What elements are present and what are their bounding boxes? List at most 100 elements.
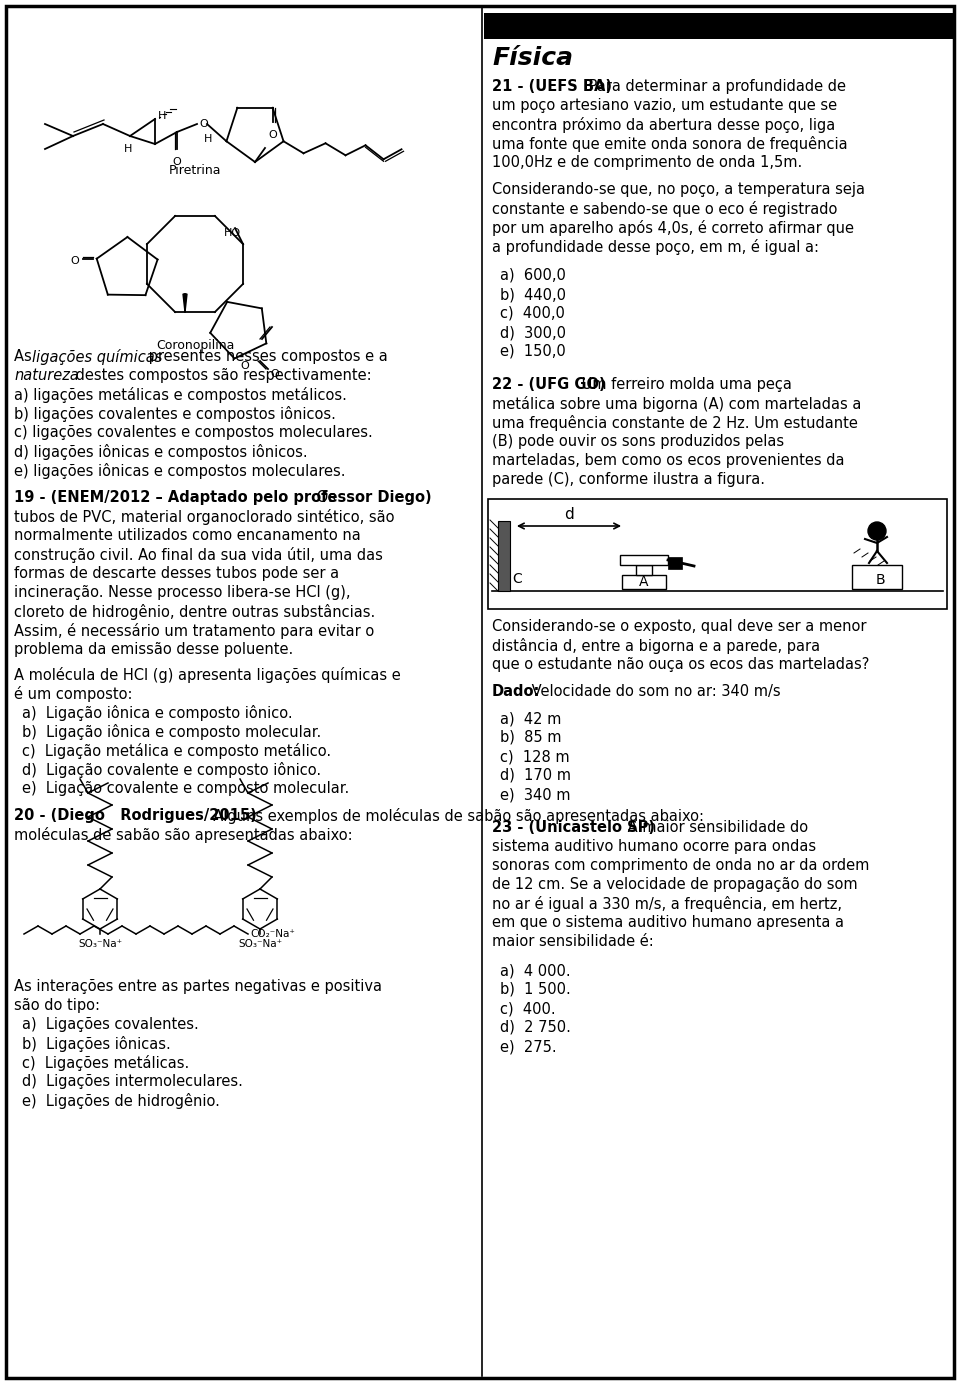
Text: a)  42 m: a) 42 m xyxy=(500,711,562,727)
Text: d) ligações iônicas e compostos iônicos.: d) ligações iônicas e compostos iônicos. xyxy=(14,444,307,459)
Text: a)  4 000.: a) 4 000. xyxy=(500,963,570,978)
Text: sonoras com comprimento de onda no ar da ordem: sonoras com comprimento de onda no ar da… xyxy=(492,858,870,873)
Text: normalmente utilizados como encanamento na: normalmente utilizados como encanamento … xyxy=(14,529,361,543)
Text: As: As xyxy=(14,349,36,364)
Text: 22 - (UFG GO): 22 - (UFG GO) xyxy=(492,376,606,392)
Text: é um composto:: é um composto: xyxy=(14,686,132,702)
Text: cloreto de hidrogênio, dentre outras substâncias.: cloreto de hidrogênio, dentre outras sub… xyxy=(14,603,375,620)
Text: formas de descarte desses tubos pode ser a: formas de descarte desses tubos pode ser… xyxy=(14,566,339,581)
Text: a)  600,0: a) 600,0 xyxy=(500,268,565,282)
Text: (B) pode ouvir os sons produzidos pelas: (B) pode ouvir os sons produzidos pelas xyxy=(492,435,784,448)
Text: a)  Ligação iônica e composto iônico.: a) Ligação iônica e composto iônico. xyxy=(22,704,293,721)
Text: SO₃⁻Na⁺: SO₃⁻Na⁺ xyxy=(238,938,282,949)
Text: d)  300,0: d) 300,0 xyxy=(500,325,566,340)
Text: encontra próximo da abertura desse poço, liga: encontra próximo da abertura desse poço,… xyxy=(492,118,835,133)
Text: e)  150,0: e) 150,0 xyxy=(500,345,565,358)
Text: em que o sistema auditivo humano apresenta a: em que o sistema auditivo humano apresen… xyxy=(492,915,844,930)
Text: Física: Física xyxy=(492,46,573,71)
Text: O: O xyxy=(268,130,277,140)
Text: A: A xyxy=(639,574,649,590)
Bar xyxy=(636,565,652,574)
Text: Alguns exemplos de moléculas de sabão são apresentadas abaixo:: Alguns exemplos de moléculas de sabão sã… xyxy=(204,808,704,823)
Bar xyxy=(622,574,666,590)
Text: d)  Ligação covalente e composto iônico.: d) Ligação covalente e composto iônico. xyxy=(22,763,322,778)
Text: a profundidade desse poço, em m, é igual a:: a profundidade desse poço, em m, é igual… xyxy=(492,239,819,255)
Text: CO₂⁻Na⁺: CO₂⁻Na⁺ xyxy=(250,929,295,938)
Text: O: O xyxy=(173,156,181,167)
Text: que o estudante não ouça os ecos das marteladas?: que o estudante não ouça os ecos das mar… xyxy=(492,657,870,673)
Text: d: d xyxy=(564,507,574,522)
Text: sistema auditivo humano ocorre para ondas: sistema auditivo humano ocorre para onda… xyxy=(492,839,816,854)
Bar xyxy=(620,555,668,565)
Text: c)  Ligação metálica e composto metálico.: c) Ligação metálica e composto metálico. xyxy=(22,743,331,758)
Text: 20 - (Diego   Rodrigues/2015): 20 - (Diego Rodrigues/2015) xyxy=(14,808,256,823)
Text: 19 - (ENEM/2012 – Adaptado pelo professor Diego): 19 - (ENEM/2012 – Adaptado pelo professo… xyxy=(14,490,432,505)
Text: C: C xyxy=(512,572,521,585)
Text: c)  400,0: c) 400,0 xyxy=(500,306,564,321)
Text: presentes nesses compostos e a: presentes nesses compostos e a xyxy=(144,349,388,364)
Text: Dado:: Dado: xyxy=(492,684,540,699)
Text: 23 - (Unicastelo SP): 23 - (Unicastelo SP) xyxy=(492,819,655,835)
Text: b)  440,0: b) 440,0 xyxy=(500,286,566,302)
Text: Assim, é necessário um tratamento para evitar o: Assim, é necessário um tratamento para e… xyxy=(14,623,374,639)
Text: tubos de PVC, material organoclorado sintético, são: tubos de PVC, material organoclorado sin… xyxy=(14,509,395,525)
Text: construção civil. Ao final da sua vida útil, uma das: construção civil. Ao final da sua vida ú… xyxy=(14,547,383,563)
Text: Os: Os xyxy=(312,490,336,505)
Text: e) ligações iônicas e compostos moleculares.: e) ligações iônicas e compostos molecula… xyxy=(14,464,346,479)
Text: c) ligações covalentes e compostos moleculares.: c) ligações covalentes e compostos molec… xyxy=(14,425,372,440)
Text: marteladas, bem como os ecos provenientes da: marteladas, bem como os ecos proveniente… xyxy=(492,453,845,468)
Text: maior sensibilidade é:: maior sensibilidade é: xyxy=(492,934,654,949)
Text: no ar é igual a 330 m/s, a frequência, em hertz,: no ar é igual a 330 m/s, a frequência, e… xyxy=(492,895,842,912)
Text: b)  Ligação iônica e composto molecular.: b) Ligação iônica e composto molecular. xyxy=(22,724,322,740)
Text: HO: HO xyxy=(224,228,241,238)
Text: b)  1 500.: b) 1 500. xyxy=(500,983,571,996)
Text: natureza: natureza xyxy=(14,368,79,383)
Text: Coronopilina: Coronopilina xyxy=(156,339,234,352)
Text: H: H xyxy=(124,144,132,154)
Text: c)  Ligações metálicas.: c) Ligações metálicas. xyxy=(22,1055,189,1071)
Text: A molécula de HCl (g) apresenta ligações químicas e: A molécula de HCl (g) apresenta ligações… xyxy=(14,667,400,682)
Text: O: O xyxy=(70,256,79,266)
Text: H: H xyxy=(204,134,212,144)
Text: e)  340 m: e) 340 m xyxy=(500,787,570,801)
Text: moléculas de sabão são apresentadas abaixo:: moléculas de sabão são apresentadas abai… xyxy=(14,828,352,843)
Bar xyxy=(488,500,947,609)
Text: O: O xyxy=(241,361,250,371)
Text: Considerando-se que, no poço, a temperatura seja: Considerando-se que, no poço, a temperat… xyxy=(492,183,865,197)
Polygon shape xyxy=(183,293,187,311)
Text: Um ferreiro molda uma peça: Um ferreiro molda uma peça xyxy=(577,376,792,392)
Text: parede (C), conforme ilustra a figura.: parede (C), conforme ilustra a figura. xyxy=(492,472,765,487)
Text: e)  275.: e) 275. xyxy=(500,1039,557,1055)
Text: problema da emissão desse poluente.: problema da emissão desse poluente. xyxy=(14,642,293,657)
Text: b)  85 m: b) 85 m xyxy=(500,729,562,745)
Text: um poço artesiano vazio, um estudante que se: um poço artesiano vazio, um estudante qu… xyxy=(492,98,837,113)
Text: A maior sensibilidade do: A maior sensibilidade do xyxy=(623,819,808,835)
Text: a) ligações metálicas e compostos metálicos.: a) ligações metálicas e compostos metáli… xyxy=(14,388,347,403)
Text: b)  Ligações iônicas.: b) Ligações iônicas. xyxy=(22,1037,171,1052)
Text: Considerando-se o exposto, qual deve ser a menor: Considerando-se o exposto, qual deve ser… xyxy=(492,619,867,634)
Text: uma fonte que emite onda sonora de frequência: uma fonte que emite onda sonora de frequ… xyxy=(492,136,848,152)
Text: são do tipo:: são do tipo: xyxy=(14,998,100,1013)
Text: b) ligações covalentes e compostos iônicos.: b) ligações covalentes e compostos iônic… xyxy=(14,406,336,422)
Bar xyxy=(484,33,954,39)
Text: 100,0Hz e de comprimento de onda 1,5m.: 100,0Hz e de comprimento de onda 1,5m. xyxy=(492,155,803,170)
Bar xyxy=(498,520,510,591)
Circle shape xyxy=(868,522,886,540)
Text: e)  Ligação covalente e composto molecular.: e) Ligação covalente e composto molecula… xyxy=(22,781,349,796)
Text: constante e sabendo-se que o eco é registrado: constante e sabendo-se que o eco é regis… xyxy=(492,201,837,217)
Text: a)  Ligações covalentes.: a) Ligações covalentes. xyxy=(22,1017,199,1032)
Text: O: O xyxy=(270,370,278,379)
Text: Piretrina: Piretrina xyxy=(169,163,221,177)
Text: incineração. Nesse processo libera-se HCl (g),: incineração. Nesse processo libera-se HC… xyxy=(14,585,350,601)
Text: c)  128 m: c) 128 m xyxy=(500,749,569,764)
Text: O: O xyxy=(199,119,207,129)
Text: distância d, entre a bigorna e a parede, para: distância d, entre a bigorna e a parede,… xyxy=(492,638,820,655)
Text: de 12 cm. Se a velocidade de propagação do som: de 12 cm. Se a velocidade de propagação … xyxy=(492,877,857,893)
Text: d)  Ligações intermoleculares.: d) Ligações intermoleculares. xyxy=(22,1074,243,1089)
Text: por um aparelho após 4,0s, é correto afirmar que: por um aparelho após 4,0s, é correto afi… xyxy=(492,220,854,237)
Text: e)  Ligações de hidrogênio.: e) Ligações de hidrogênio. xyxy=(22,1093,220,1109)
Text: d)  2 750.: d) 2 750. xyxy=(500,1020,571,1035)
Text: As interações entre as partes negativas e positiva: As interações entre as partes negativas … xyxy=(14,978,382,994)
Text: SO₃⁻Na⁺: SO₃⁻Na⁺ xyxy=(78,938,122,949)
Text: uma frequência constante de 2 Hz. Um estudante: uma frequência constante de 2 Hz. Um est… xyxy=(492,415,858,430)
